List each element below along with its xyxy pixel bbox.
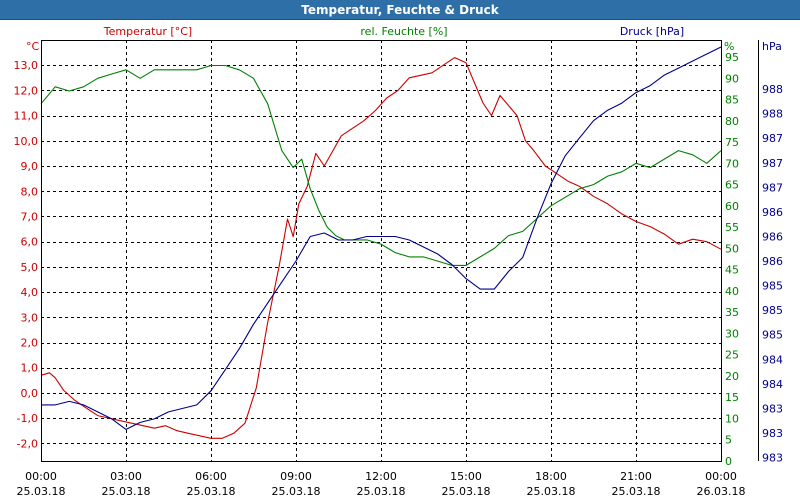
tick-x-time: 06:00 [195, 470, 227, 483]
tick-pressure: 986 [762, 231, 783, 244]
tick-temperature: 12,0 [14, 84, 39, 97]
tick-x-time: 00:00 [25, 470, 57, 483]
tick-humidity: 40 [725, 285, 739, 298]
tick-x-date: 25.03.18 [187, 485, 236, 498]
tick-pressure: 987 [762, 132, 783, 145]
tick-humidity: 10 [725, 413, 739, 426]
chart-background [0, 20, 800, 500]
series-layer [40, 46, 722, 439]
tick-pressure: 986 [762, 206, 783, 219]
tick-humidity: 60 [725, 200, 739, 213]
tick-humidity: 35 [725, 306, 739, 319]
tick-humidity: 70 [725, 157, 739, 170]
tick-pressure: 983 [762, 427, 783, 440]
tick-humidity: 20 [725, 370, 739, 383]
chart-title: Temperatur, Feuchte & Druck [0, 0, 800, 20]
tick-pressure: 985 [762, 280, 783, 293]
tick-pressure: 984 [762, 378, 783, 391]
tick-humidity: 25 [725, 349, 739, 362]
tick-x-time: 09:00 [280, 470, 312, 483]
tick-temperature: 1,0 [21, 362, 39, 375]
legend-pressure: Druck [hPa] [620, 25, 684, 38]
tick-pressure: 983 [762, 402, 783, 415]
tick-pressure: 987 [762, 181, 783, 194]
tick-x-date: 26.03.18 [697, 485, 746, 498]
plot-border [41, 40, 722, 462]
chart-canvas: -2,0 -1,0 0,0 1,0 2,0 3,0 4,0 5,0 6,0 7,0 8,0 9,0 10… [0, 20, 800, 500]
tick-x-time: 18:00 [535, 470, 567, 483]
tick-temperature: 5,0 [21, 261, 39, 274]
legend-temperature: Temperatur [°C] [103, 25, 192, 38]
tick-temperature: 9,0 [21, 160, 39, 173]
tick-humidity: 45 [725, 264, 739, 277]
tick-humidity: 0 [725, 455, 732, 468]
tick-humidity: 50 [725, 242, 739, 255]
tick-x-date: 25.03.18 [357, 485, 406, 498]
tick-x-time: 03:00 [110, 470, 142, 483]
tick-temperature: 0,0 [21, 387, 39, 400]
tick-x-date: 25.03.18 [272, 485, 321, 498]
tick-humidity: 5 [725, 434, 732, 447]
grid [41, 40, 721, 461]
tick-pressure: 985 [762, 329, 783, 342]
tick-temperature: -1,0 [17, 412, 38, 425]
series-line-pressure [41, 46, 722, 430]
tick-pressure: 986 [762, 255, 783, 268]
tick-x-time: 21:00 [620, 470, 652, 483]
legend-humidity: rel. Feuchte [%] [360, 25, 447, 38]
tick-pressure: 984 [762, 353, 783, 366]
tick-humidity: 15 [725, 391, 739, 404]
unit-temperature: °C [26, 40, 40, 53]
tick-x-time: 12:00 [365, 470, 397, 483]
tick-temperature: 2,0 [21, 337, 39, 350]
tick-humidity: 55 [725, 221, 739, 234]
tick-pressure: 987 [762, 157, 783, 170]
unit-humidity: % [724, 40, 734, 53]
tick-pressure: 983 [762, 452, 783, 465]
tick-x-date: 25.03.18 [442, 485, 491, 498]
tick-humidity: 30 [725, 327, 739, 340]
tick-temperature: -2,0 [17, 437, 38, 450]
tick-x-time: 00:00 [705, 470, 737, 483]
series-line-humidity [40, 64, 722, 266]
axes: -2,0 -1,0 0,0 1,0 2,0 3,0 4,0 5,0 6,0 7,0 8,0 9,0 10… [14, 40, 783, 498]
tick-temperature: 10,0 [14, 135, 39, 148]
tick-temperature: 3,0 [21, 311, 39, 324]
tick-temperature: 6,0 [21, 236, 39, 249]
series-line-temperature [40, 57, 722, 439]
tick-pressure: 988 [762, 108, 783, 121]
tick-temperature: 7,0 [21, 211, 39, 224]
tick-humidity: 90 [725, 72, 739, 85]
tick-humidity: 65 [725, 179, 739, 192]
tick-temperature: 4,0 [21, 286, 39, 299]
tick-humidity: 95 [725, 51, 739, 64]
tick-humidity: 80 [725, 115, 739, 128]
tick-temperature: 13,0 [14, 59, 39, 72]
tick-x-date: 25.03.18 [612, 485, 661, 498]
tick-temperature: 8,0 [21, 185, 39, 198]
unit-pressure: hPa [762, 40, 782, 53]
tick-x-date: 25.03.18 [527, 485, 576, 498]
tick-x-time: 15:00 [450, 470, 482, 483]
tick-humidity: 75 [725, 136, 739, 149]
tick-humidity: 85 [725, 94, 739, 107]
tick-temperature: 11,0 [14, 110, 39, 123]
tick-pressure: 988 [762, 83, 783, 96]
legend: Temperatur [°C] rel. Feuchte [%] Druck [… [26, 25, 782, 53]
plot-frame [41, 40, 722, 462]
tick-pressure: 985 [762, 304, 783, 317]
tick-x-date: 25.03.18 [17, 485, 66, 498]
tick-x-date: 25.03.18 [102, 485, 151, 498]
